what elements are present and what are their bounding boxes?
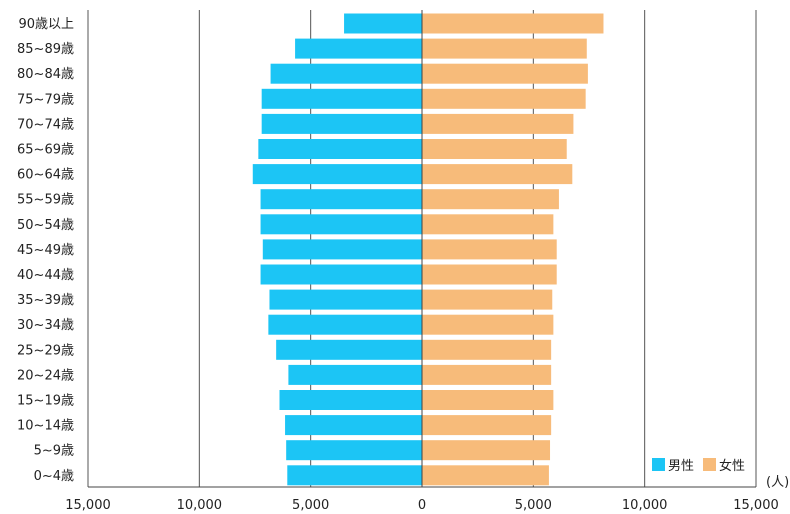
bar-female-15 bbox=[422, 390, 554, 410]
legend-swatch-female bbox=[703, 458, 716, 471]
bar-male-4 bbox=[261, 113, 422, 134]
category-label-4: 70~74歳 bbox=[17, 117, 74, 132]
category-label-0: 90歳以上 bbox=[18, 17, 74, 32]
bar-male-13 bbox=[276, 339, 422, 360]
category-label-13: 25~29歳 bbox=[17, 343, 74, 358]
axis bbox=[88, 10, 756, 488]
bar-male-0 bbox=[344, 13, 422, 34]
legend: 男性 女性 bbox=[652, 458, 745, 474]
category-label-14: 20~24歳 bbox=[17, 368, 74, 383]
x-tick-label-5: 10,000 bbox=[622, 498, 668, 513]
category-label-7: 55~59歳 bbox=[17, 193, 74, 208]
bar-male-8 bbox=[260, 214, 422, 235]
bar-female-2 bbox=[422, 63, 588, 84]
bar-female-3 bbox=[422, 88, 586, 109]
bar-female-14 bbox=[422, 364, 552, 385]
x-tick-labels: 15,000 10,000 5,000 0 5,000 10,000 15,000 bbox=[65, 498, 779, 513]
category-label-16: 10~14歳 bbox=[17, 419, 74, 434]
bar-female-13 bbox=[422, 339, 552, 360]
legend-label-female: 女性 bbox=[719, 458, 745, 474]
unit-label: (人) bbox=[766, 475, 789, 490]
bar-female-9 bbox=[422, 239, 557, 260]
x-tick-label-4: 5,000 bbox=[515, 498, 552, 513]
category-label-8: 50~54歳 bbox=[17, 218, 74, 233]
legend-label-male: 男性 bbox=[668, 459, 694, 474]
bar-male-10 bbox=[260, 264, 422, 285]
bar-male-5 bbox=[258, 139, 422, 159]
category-label-9: 45~49歳 bbox=[17, 243, 74, 258]
bar-male-12 bbox=[268, 314, 422, 335]
bar-female-12 bbox=[422, 314, 554, 335]
category-labels: 90歳以上 85~89歳 80~84歳 75~79歳 70~74歳 65~69歳 60~64… bbox=[17, 17, 74, 484]
bar-male-14 bbox=[288, 364, 422, 385]
bar-male-9 bbox=[262, 239, 422, 260]
bar-male-7 bbox=[260, 189, 422, 210]
category-label-17: 5~9歳 bbox=[34, 444, 74, 459]
bar-female-18 bbox=[422, 465, 549, 486]
bar-female-6 bbox=[422, 164, 573, 185]
category-label-2: 80~84歳 bbox=[17, 67, 74, 82]
x-tick-label-3: 0 bbox=[418, 498, 426, 513]
category-label-12: 30~34歳 bbox=[17, 318, 74, 333]
bar-female-0 bbox=[422, 13, 604, 34]
bar-male-2 bbox=[270, 63, 422, 84]
bar-female-1 bbox=[422, 38, 587, 59]
bar-male-3 bbox=[261, 88, 422, 109]
bar-male-18 bbox=[287, 465, 422, 486]
category-label-18: 0~4歳 bbox=[34, 469, 74, 484]
category-label-6: 60~64歳 bbox=[17, 168, 74, 183]
bar-male-16 bbox=[285, 415, 422, 436]
bar-male-17 bbox=[286, 440, 422, 461]
bar-male-1 bbox=[295, 38, 422, 59]
bar-male-6 bbox=[252, 164, 422, 185]
bar-female-5 bbox=[422, 139, 567, 159]
bar-male-15 bbox=[279, 390, 422, 410]
category-label-11: 35~39歳 bbox=[17, 293, 74, 308]
category-label-10: 40~44歳 bbox=[17, 268, 74, 283]
bar-female-8 bbox=[422, 214, 554, 235]
category-label-5: 65~69歳 bbox=[17, 143, 74, 158]
x-tick-label-2: 5,000 bbox=[292, 498, 329, 513]
bar-male-11 bbox=[269, 289, 422, 310]
category-label-3: 75~79歳 bbox=[17, 92, 74, 107]
bar-female-7 bbox=[422, 189, 559, 210]
bar-female-17 bbox=[422, 440, 551, 461]
x-tick-label-6: 15,000 bbox=[733, 498, 779, 513]
x-tick-label-0: 15,000 bbox=[65, 498, 111, 513]
bars bbox=[252, 13, 604, 486]
bar-female-4 bbox=[422, 113, 574, 134]
legend-swatch-male bbox=[652, 458, 665, 471]
x-tick-label-1: 10,000 bbox=[177, 498, 223, 513]
bar-female-10 bbox=[422, 264, 557, 285]
category-label-15: 15~19歳 bbox=[17, 394, 74, 409]
category-label-1: 85~89歳 bbox=[17, 42, 74, 57]
bar-female-16 bbox=[422, 415, 552, 436]
bar-female-11 bbox=[422, 289, 553, 310]
